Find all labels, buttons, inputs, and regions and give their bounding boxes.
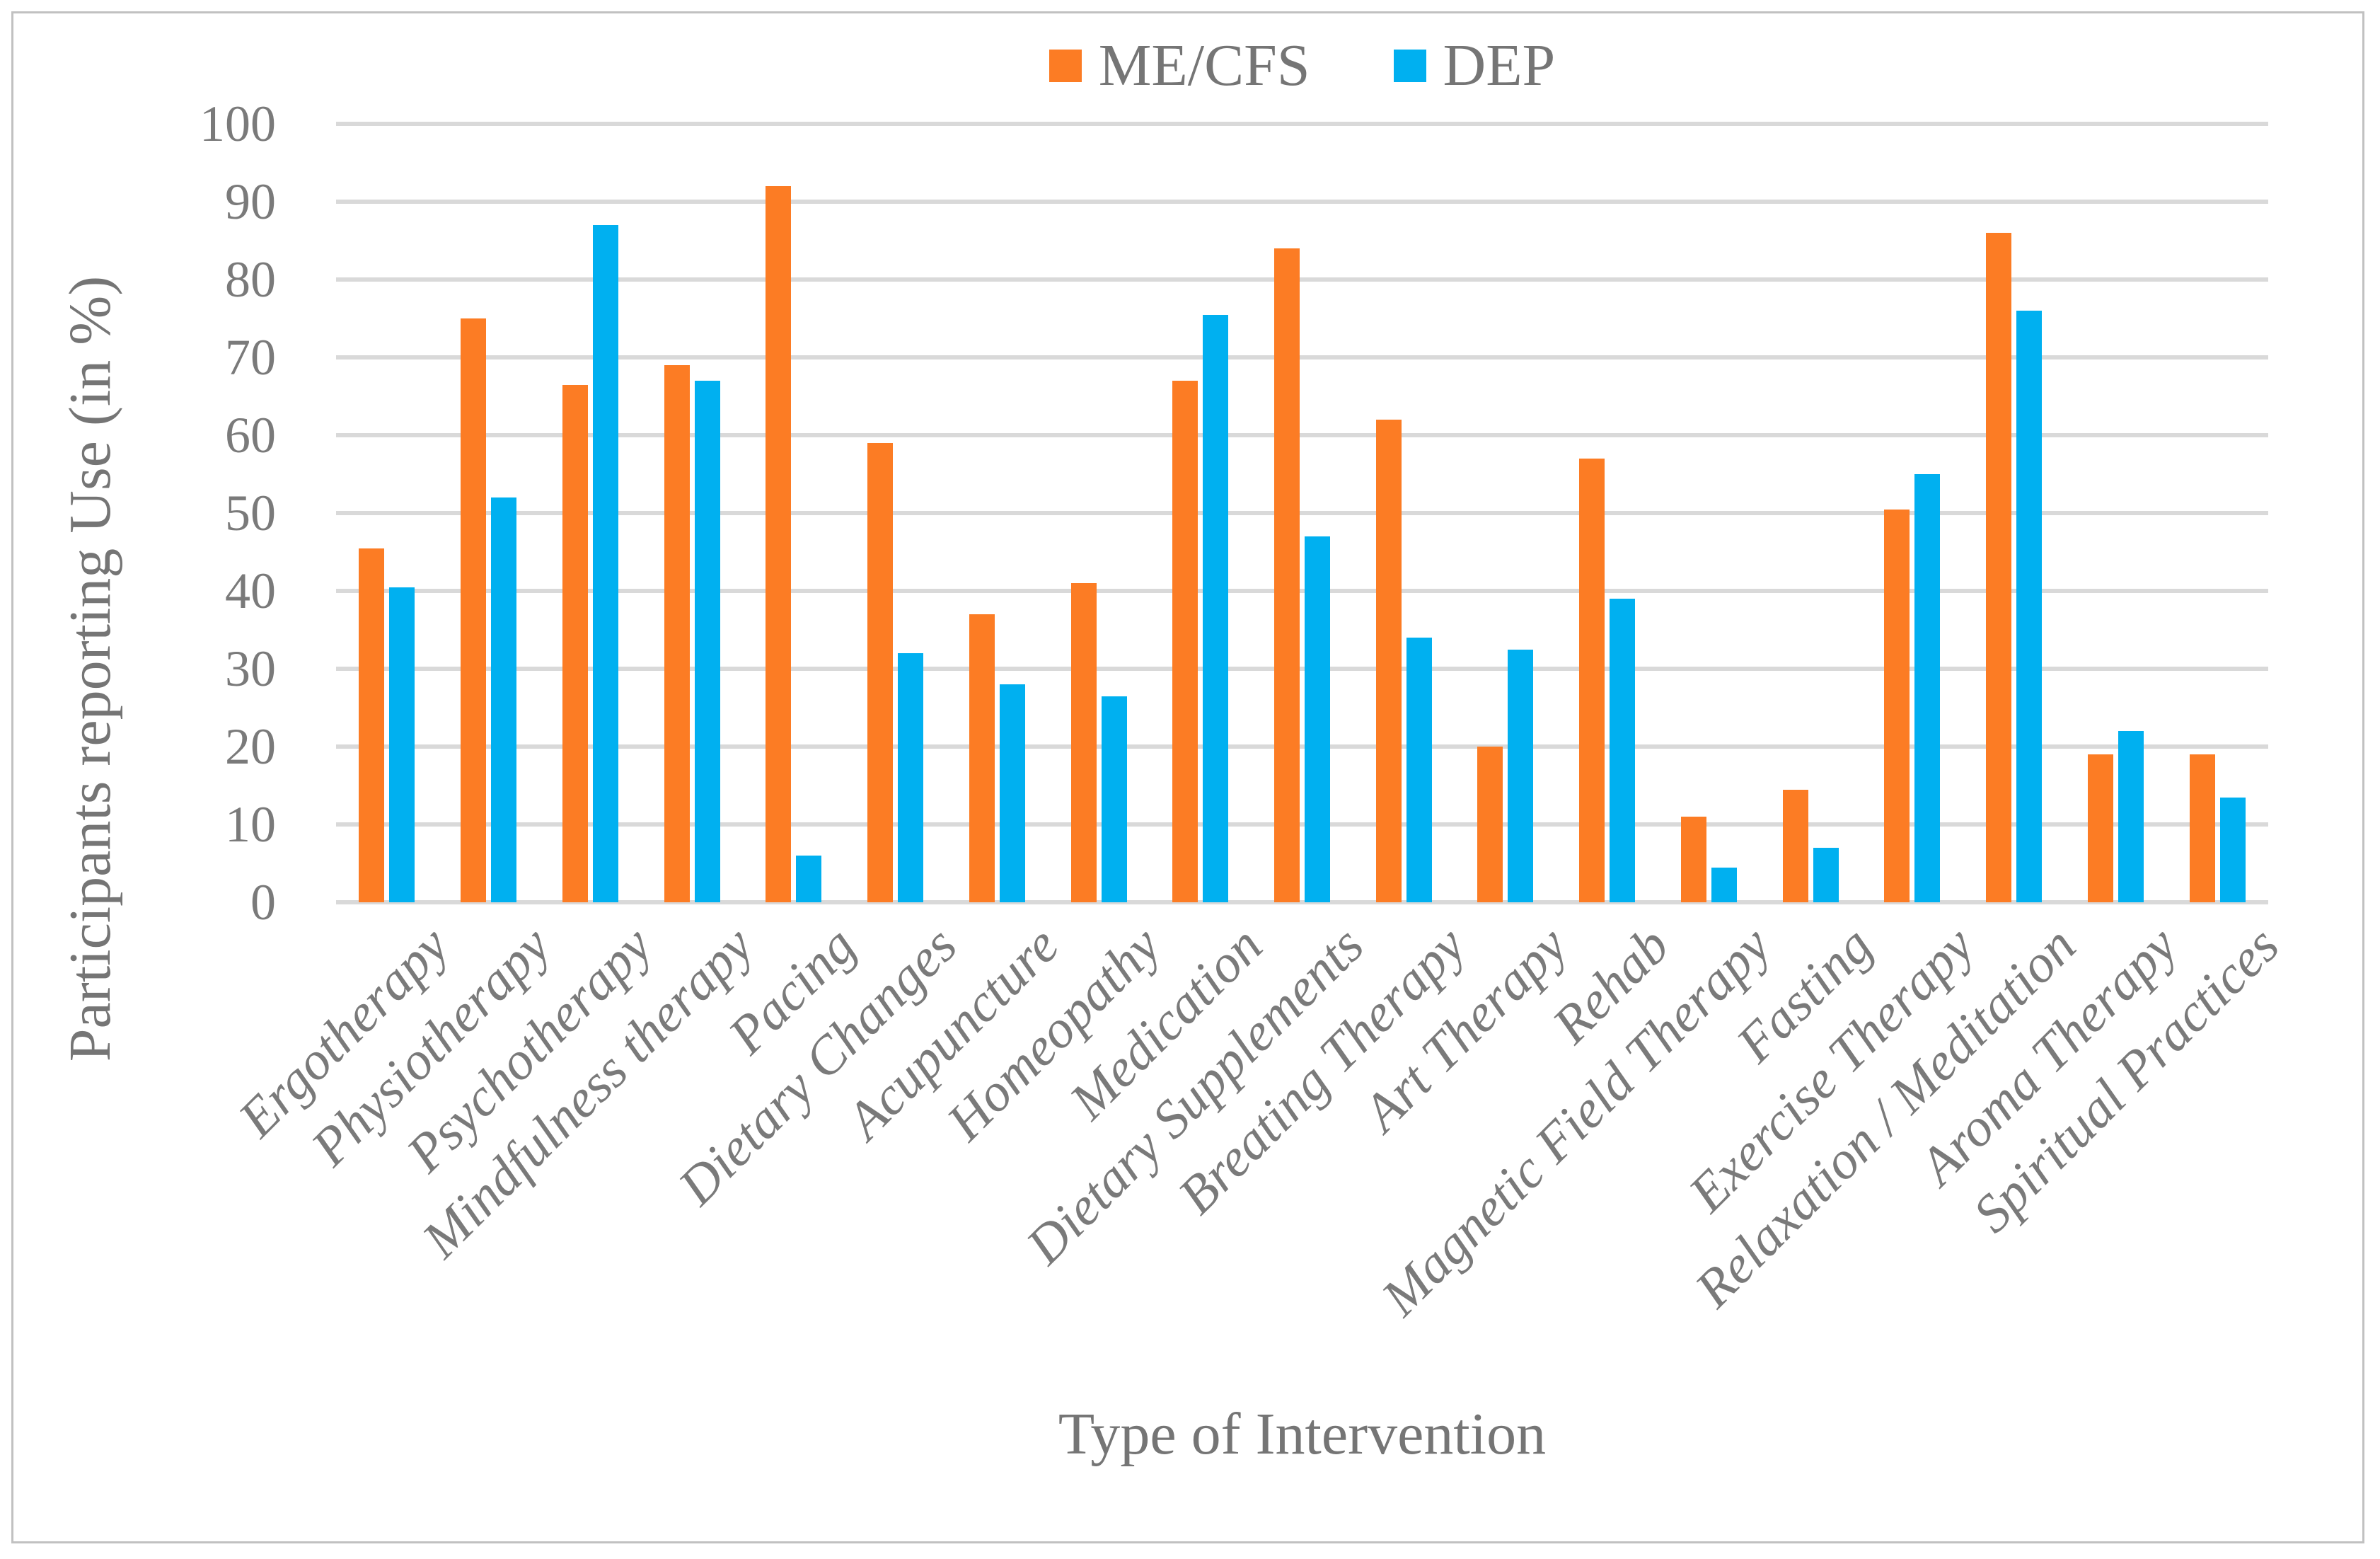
- bar-dep-dietary-supplements: [1305, 536, 1330, 902]
- bar-dep-breating-therapy: [1406, 638, 1432, 902]
- gridline-10: [336, 822, 2268, 827]
- bar-dep-magnetic-field-therapy: [1711, 867, 1737, 902]
- bar-me-cfs-fasting: [1782, 789, 1808, 902]
- bar-dep-ergotherapy: [389, 587, 415, 902]
- bar-dep-pacing: [796, 856, 822, 902]
- legend-item-dep: DEP: [1393, 33, 1556, 98]
- gridline-40: [336, 589, 2268, 593]
- bar-me-cfs-spiritual-practices: [2189, 754, 2215, 902]
- y-tick-label-70: 70: [225, 329, 276, 386]
- y-tick-label-10: 10: [225, 796, 276, 853]
- bar-me-cfs-ergotherapy: [359, 548, 385, 902]
- y-tick-label-30: 30: [225, 640, 276, 697]
- mecfs-series-swatch-icon: [1049, 50, 1082, 82]
- legend-item-mecfs: ME/CFS: [1049, 36, 1310, 96]
- bar-dep-fasting: [1813, 848, 1839, 902]
- gridline-60: [336, 433, 2268, 437]
- bar-me-cfs-aroma-therapy: [2087, 754, 2113, 902]
- bar-dep-psychotherapy: [592, 225, 618, 902]
- y-tick-label-40: 40: [225, 563, 276, 619]
- bar-dep-medication: [1203, 314, 1229, 902]
- bar-dep-exercise-therapy: [1914, 474, 1941, 902]
- bar-dep-spiritual-practices: [2219, 797, 2246, 902]
- y-tick-label-100: 100: [200, 96, 276, 152]
- bar-me-cfs-relaxation-meditation: [1986, 233, 2012, 902]
- bar-me-cfs-homeopathy: [1070, 583, 1097, 902]
- gridline-100: [336, 122, 2268, 126]
- gridline-50: [336, 511, 2268, 515]
- bar-me-cfs-mindfulness-therapy: [664, 365, 690, 902]
- bar-dep-physiotherapy: [491, 497, 517, 902]
- bar-dep-mindfulness-therapy: [694, 381, 720, 902]
- bar-me-cfs-acupuncture: [969, 614, 995, 902]
- y-tick-label-90: 90: [225, 173, 276, 230]
- x-axis-baseline: [336, 900, 2268, 904]
- bar-dep-aroma-therapy: [2118, 731, 2144, 902]
- plot-area: [336, 122, 2268, 904]
- gridline-30: [336, 667, 2268, 671]
- bar-me-cfs-magnetic-field-therapy: [1680, 817, 1706, 902]
- y-tick-label-60: 60: [225, 407, 276, 464]
- bar-dep-rehab: [1610, 599, 1636, 902]
- bar-me-cfs-breating-therapy: [1375, 420, 1402, 902]
- bar-dep-art-therapy: [1508, 649, 1534, 902]
- bar-me-cfs-physiotherapy: [461, 318, 487, 902]
- bar-me-cfs-rehab: [1579, 459, 1605, 902]
- figure-border: [11, 11, 2364, 1543]
- y-tick-label-50: 50: [225, 485, 276, 541]
- bar-me-cfs-psychotherapy: [562, 384, 588, 902]
- x-axis-title: Type of Intervention: [1058, 1401, 1547, 1467]
- gridline-70: [336, 355, 2268, 359]
- bar-me-cfs-dietary-supplements: [1274, 248, 1300, 902]
- bar-dep-relaxation-meditation: [2016, 311, 2043, 902]
- bar-dep-acupuncture: [999, 684, 1025, 902]
- bar-dep-dietary-changes: [898, 653, 924, 902]
- gridline-20: [336, 744, 2268, 749]
- legend-label-dep: DEP: [1443, 33, 1556, 98]
- y-tick-label-80: 80: [225, 251, 276, 308]
- legend-label-mecfs: ME/CFS: [1098, 33, 1310, 98]
- gridline-90: [336, 200, 2268, 204]
- bar-me-cfs-art-therapy: [1477, 747, 1503, 902]
- bar-me-cfs-exercise-therapy: [1884, 509, 1910, 902]
- legend: ME/CFS DEP: [336, 34, 2268, 98]
- gridline-80: [336, 277, 2268, 282]
- y-tick-label-20: 20: [225, 718, 276, 775]
- y-tick-label-0: 0: [250, 874, 276, 931]
- bar-me-cfs-pacing: [766, 186, 792, 902]
- dep-series-swatch-icon: [1393, 50, 1426, 82]
- bar-dep-homeopathy: [1101, 696, 1127, 902]
- y-axis-title: Participants reporting Use (in %): [57, 275, 123, 1062]
- bar-me-cfs-medication: [1172, 381, 1198, 902]
- bar-me-cfs-dietary-changes: [867, 443, 894, 902]
